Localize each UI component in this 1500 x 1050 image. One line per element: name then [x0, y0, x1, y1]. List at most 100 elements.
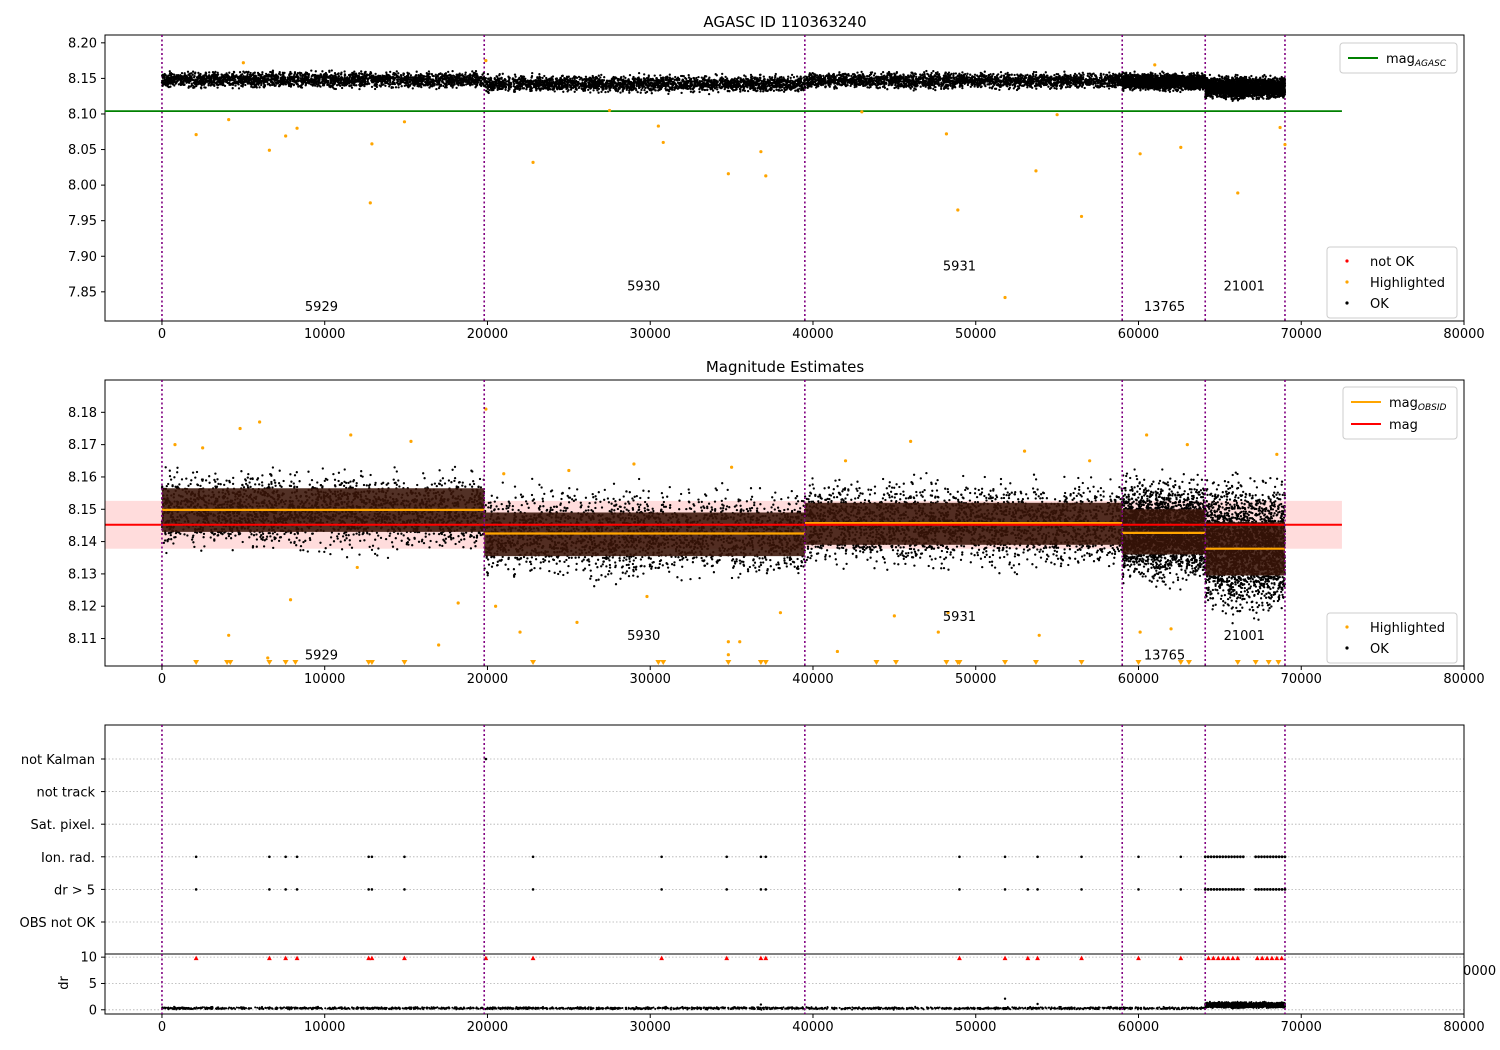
- ok-point: [628, 91, 631, 94]
- ok-point: [448, 79, 451, 82]
- ok-point: [636, 76, 639, 80]
- ok-point: [445, 81, 448, 85]
- ok-point: [581, 87, 584, 91]
- ok-point: [590, 80, 594, 84]
- ok-point: [296, 78, 300, 81]
- ok-point: [397, 78, 401, 81]
- ok-point: [343, 76, 346, 80]
- ok-point: [581, 85, 584, 88]
- ok-point: [616, 84, 619, 88]
- ok-point: [503, 79, 506, 82]
- ok-point: [584, 78, 588, 81]
- ok-point: [506, 83, 509, 86]
- ok-point: [715, 81, 719, 85]
- ok-point: [400, 85, 403, 88]
- ok-point: [441, 78, 445, 81]
- ok-point: [772, 89, 776, 92]
- ok-point: [534, 85, 537, 89]
- ok-point: [388, 77, 391, 80]
- ok-point: [226, 76, 229, 80]
- ok-point: [484, 85, 487, 88]
- ok-point: [628, 89, 631, 92]
- ok-point: [628, 87, 631, 90]
- ok-point: [360, 79, 364, 82]
- ok-point: [657, 78, 660, 82]
- ok-point: [208, 71, 211, 74]
- ok-point: [262, 86, 266, 89]
- ok-point: [231, 87, 234, 90]
- ok-point: [175, 80, 178, 83]
- ok-point: [716, 88, 719, 91]
- ok-point: [519, 87, 522, 90]
- ok-point: [668, 73, 671, 76]
- ok-point: [301, 74, 305, 77]
- ok-point: [334, 79, 337, 82]
- ok-point: [604, 87, 607, 90]
- ok-point: [169, 85, 172, 88]
- ok-point: [411, 76, 414, 79]
- ok-point: [249, 71, 252, 75]
- ok-point: [480, 79, 483, 83]
- ok-point: [563, 78, 566, 82]
- ok-point: [246, 80, 250, 83]
- agasc-plot-frame: [104, 34, 1465, 322]
- ok-point: [711, 87, 714, 90]
- ok-point: [923, 71, 926, 74]
- ok-point: [621, 84, 624, 88]
- ok-point: [411, 87, 414, 90]
- ok-point: [771, 81, 774, 85]
- ok-point: [695, 80, 698, 84]
- ok-point: [572, 84, 575, 87]
- ok-point: [772, 84, 776, 88]
- ok-point: [173, 84, 176, 87]
- ok-point: [717, 91, 720, 94]
- ok-point: [316, 76, 320, 79]
- ok-point: [508, 76, 511, 80]
- ok-point: [471, 70, 474, 73]
- ok-point: [777, 88, 780, 91]
- ok-point: [552, 81, 556, 84]
- ok-point: [762, 90, 765, 93]
- ok-point: [636, 90, 639, 94]
- ok-point: [601, 87, 605, 90]
- ok-point: [261, 77, 264, 80]
- ok-point: [639, 91, 642, 94]
- ok-point: [324, 71, 328, 75]
- ok-point: [624, 79, 627, 82]
- ok-point: [674, 87, 677, 90]
- ok-point: [241, 85, 244, 88]
- ok-point: [566, 86, 569, 90]
- ok-point: [726, 85, 729, 89]
- ok-point: [441, 81, 445, 84]
- ok-point: [333, 72, 337, 75]
- ok-point: [474, 86, 477, 89]
- ok-point: [536, 83, 539, 86]
- ok-point: [634, 81, 638, 84]
- ok-point: [584, 75, 588, 78]
- ok-point: [497, 80, 501, 84]
- ok-point: [773, 77, 776, 81]
- ok-point: [583, 89, 587, 92]
- ok-point: [315, 82, 318, 86]
- ok-point: [766, 89, 769, 92]
- ok-point: [417, 83, 421, 86]
- ok-point: [313, 80, 316, 83]
- ok-point: [539, 80, 542, 83]
- ok-point: [264, 74, 268, 78]
- ok-point: [546, 86, 550, 89]
- ok-point: [756, 77, 759, 81]
- ok-point: [668, 77, 672, 80]
- ok-point: [691, 88, 695, 91]
- ok-point: [439, 72, 442, 75]
- ok-point: [453, 82, 456, 86]
- ok-point: [494, 82, 497, 85]
- ok-point: [797, 81, 800, 84]
- ok-point: [201, 82, 205, 85]
- ok-point: [197, 80, 200, 84]
- ok-point: [347, 73, 351, 77]
- ok-point: [486, 90, 489, 94]
- ok-point: [961, 71, 964, 74]
- ok-point: [397, 86, 400, 89]
- ok-point: [587, 81, 591, 85]
- ok-point: [486, 81, 489, 84]
